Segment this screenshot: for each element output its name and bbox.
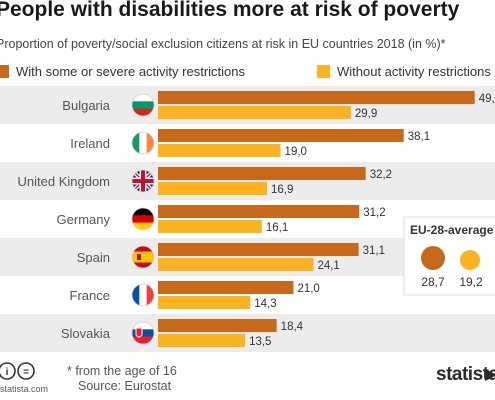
bar-without: [158, 220, 262, 233]
bar-with: [158, 243, 359, 256]
value-label-with: 31,1: [363, 245, 385, 257]
svg-text:statista.com: statista.com: [0, 384, 48, 394]
value-label-without: 16,9: [271, 184, 293, 196]
legend-swatch-with: [0, 65, 9, 78]
legend-label-with: With some or severe activity restriction…: [16, 64, 246, 79]
svg-text:i: i: [6, 367, 9, 378]
value-label-with: 18,4: [281, 321, 304, 333]
flag-spain: [131, 245, 155, 269]
flag-united-kingdom: [131, 169, 155, 193]
flag-germany: [131, 207, 155, 231]
value-label-without: 19,0: [285, 146, 307, 158]
flag-bulgaria: [131, 93, 155, 117]
svg-text:=: =: [23, 367, 29, 378]
bar-with: [158, 129, 404, 142]
eu-average-panel: [403, 216, 495, 296]
bar-with: [158, 281, 294, 294]
chart-subtitle: Proportion of poverty/social exclusion c…: [0, 37, 446, 51]
license-icons: i = statista.com: [0, 362, 48, 394]
bar-without: [158, 144, 281, 157]
value-label-without: 16,1: [266, 222, 288, 234]
category-label: Slovakia: [61, 326, 111, 341]
bar-with: [158, 167, 366, 180]
category-label: Bulgaria: [62, 98, 110, 113]
eu-average-dot-without: [460, 250, 480, 270]
category-label: Germany: [57, 212, 111, 227]
eu-average-title: EU-28-average: [410, 223, 494, 237]
flag-france: [131, 283, 155, 307]
value-label-with: 38,1: [408, 131, 430, 143]
legend-label-without: Without activity restrictions: [337, 64, 491, 79]
bar-without: [158, 296, 251, 309]
eu-average-value-with: 28,7: [421, 275, 445, 289]
bar-with: [158, 205, 360, 218]
category-label: Ireland: [70, 136, 110, 151]
value-label-with: 32,2: [370, 169, 392, 181]
footnote-age: * from the age of 16: [67, 364, 177, 378]
legend-swatch-without: [317, 65, 330, 78]
eu-average-dot-with: [421, 246, 445, 270]
value-label-with: 21,0: [297, 283, 319, 295]
statista-logo-icon: [485, 369, 495, 381]
flag-slovakia: [131, 321, 155, 345]
bar-with: [158, 319, 277, 332]
eu-average-value-without: 19,2: [459, 275, 483, 289]
value-label-without: 29,9: [355, 108, 377, 120]
value-label-without: 13,5: [249, 336, 271, 348]
bar-without: [158, 182, 268, 195]
legend-item-without: Without activity restrictions: [317, 64, 491, 79]
chart-title: People with disabilities more at risk of…: [0, 0, 460, 21]
flag-ireland: [131, 131, 155, 155]
bar-with: [158, 91, 475, 104]
category-label: United Kingdom: [18, 174, 111, 189]
bar-without: [158, 258, 314, 271]
category-label: France: [70, 288, 110, 303]
value-label-without: 24,1: [317, 260, 339, 272]
eu-average-box: EU-28-average 28,7 19,2: [403, 216, 495, 296]
footnote-source: Source: Eurostat: [78, 379, 172, 393]
footnote: * from the age of 16 Source: Eurostat: [67, 364, 177, 394]
value-label-with: 31,2: [363, 207, 385, 219]
bar-without: [158, 334, 246, 347]
category-label: Spain: [77, 250, 110, 265]
statista-logo[interactable]: statista: [436, 364, 495, 385]
legend-item-with: With some or severe activity restriction…: [0, 64, 245, 79]
value-label-without: 14,3: [254, 298, 276, 310]
value-label-with: 49,1: [479, 93, 495, 105]
bar-without: [158, 106, 351, 119]
